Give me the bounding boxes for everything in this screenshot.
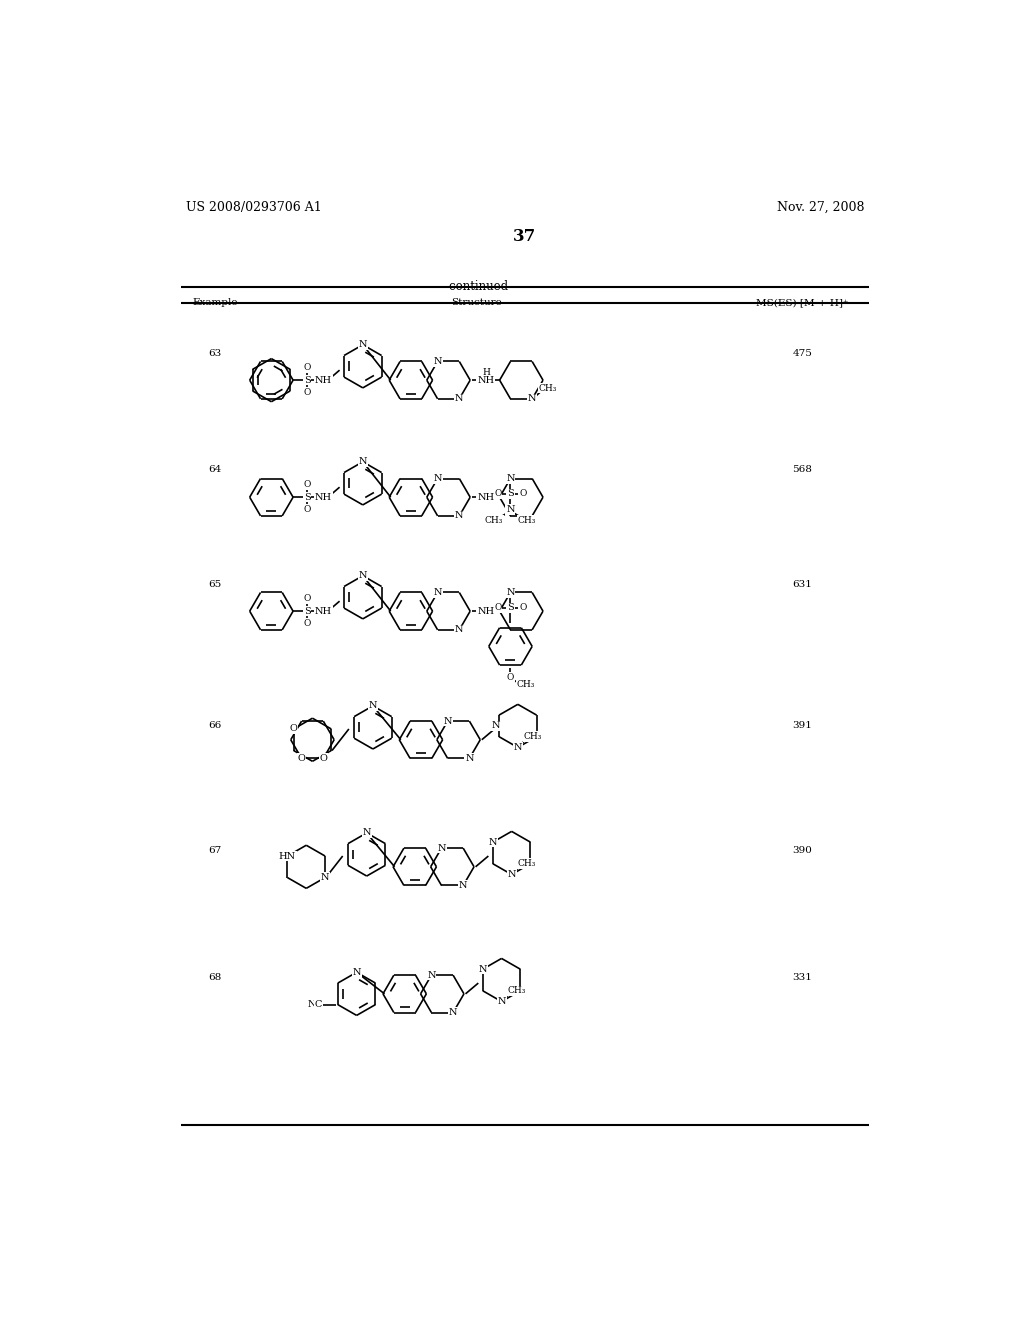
Text: N: N bbox=[433, 587, 442, 597]
Text: 331: 331 bbox=[793, 973, 812, 982]
Text: S: S bbox=[304, 607, 310, 615]
Text: MS(ES) [M + H]⁺: MS(ES) [M + H]⁺ bbox=[756, 298, 849, 306]
Text: NH: NH bbox=[477, 376, 495, 384]
Text: O: O bbox=[495, 603, 502, 612]
Text: N: N bbox=[443, 717, 452, 726]
Text: 67: 67 bbox=[208, 846, 221, 855]
Text: O: O bbox=[495, 490, 502, 499]
Text: NH: NH bbox=[314, 376, 332, 384]
Text: N: N bbox=[358, 457, 367, 466]
Text: N: N bbox=[449, 1008, 458, 1016]
Text: N: N bbox=[455, 395, 464, 404]
Text: N: N bbox=[308, 1001, 316, 1008]
Text: S: S bbox=[507, 603, 514, 612]
Text: 37: 37 bbox=[513, 227, 537, 244]
Text: O: O bbox=[298, 754, 305, 763]
Text: CH₃: CH₃ bbox=[517, 680, 536, 689]
Text: N: N bbox=[514, 743, 522, 752]
Text: N: N bbox=[358, 572, 367, 581]
Text: O: O bbox=[303, 619, 310, 628]
Text: Nov. 27, 2008: Nov. 27, 2008 bbox=[777, 201, 864, 214]
Text: O: O bbox=[319, 754, 328, 763]
Text: N: N bbox=[362, 829, 371, 837]
Text: N: N bbox=[507, 870, 516, 879]
Text: N: N bbox=[455, 511, 464, 520]
Text: O: O bbox=[303, 594, 310, 603]
Text: NH: NH bbox=[314, 492, 332, 502]
Text: 63: 63 bbox=[208, 350, 221, 358]
Text: N: N bbox=[488, 838, 497, 846]
Text: N: N bbox=[506, 504, 515, 513]
Text: O: O bbox=[303, 480, 310, 490]
Text: 64: 64 bbox=[208, 465, 221, 474]
Text: H: H bbox=[482, 368, 490, 378]
Text: N: N bbox=[455, 626, 464, 635]
Text: -continued: -continued bbox=[445, 280, 508, 293]
Text: N: N bbox=[427, 970, 435, 979]
Text: N: N bbox=[478, 965, 487, 974]
Text: Example: Example bbox=[193, 298, 238, 306]
Text: 68: 68 bbox=[208, 973, 221, 982]
Text: C: C bbox=[314, 1001, 323, 1008]
Text: O: O bbox=[507, 673, 514, 681]
Text: N: N bbox=[506, 474, 515, 483]
Text: N: N bbox=[321, 873, 330, 882]
Text: O: O bbox=[303, 506, 310, 513]
Text: HN: HN bbox=[279, 851, 296, 861]
Text: O: O bbox=[519, 490, 526, 499]
Text: 568: 568 bbox=[793, 465, 812, 474]
Text: N: N bbox=[369, 701, 377, 710]
Text: O: O bbox=[303, 388, 310, 397]
Text: S: S bbox=[507, 490, 514, 499]
Text: NH: NH bbox=[314, 607, 332, 615]
Text: N: N bbox=[528, 395, 537, 404]
Text: 475: 475 bbox=[793, 350, 812, 358]
Text: N: N bbox=[437, 843, 445, 853]
Text: 65: 65 bbox=[208, 581, 221, 589]
Text: S: S bbox=[304, 376, 310, 384]
Text: CH₃: CH₃ bbox=[507, 986, 525, 995]
Text: O: O bbox=[519, 603, 526, 612]
Text: N: N bbox=[433, 356, 442, 366]
Text: O: O bbox=[303, 363, 310, 372]
Text: 631: 631 bbox=[793, 581, 812, 589]
Text: N: N bbox=[492, 722, 501, 730]
Text: NH: NH bbox=[477, 607, 495, 615]
Text: O: O bbox=[298, 754, 305, 763]
Text: N: N bbox=[358, 341, 367, 350]
Text: S: S bbox=[304, 492, 310, 502]
Text: N: N bbox=[465, 754, 474, 763]
Text: 390: 390 bbox=[793, 846, 812, 855]
Text: CH₃: CH₃ bbox=[517, 516, 536, 524]
Text: N: N bbox=[498, 997, 506, 1006]
Text: 66: 66 bbox=[208, 721, 221, 730]
Text: N: N bbox=[459, 880, 467, 890]
Text: N: N bbox=[482, 376, 490, 384]
Text: N: N bbox=[352, 968, 360, 977]
Text: US 2008/0293706 A1: US 2008/0293706 A1 bbox=[186, 201, 322, 214]
Text: NH: NH bbox=[477, 492, 495, 502]
Text: CH₃: CH₃ bbox=[523, 733, 542, 741]
Text: CH₃: CH₃ bbox=[539, 384, 557, 392]
Text: CH₃: CH₃ bbox=[485, 516, 504, 524]
Text: Structure: Structure bbox=[452, 298, 502, 306]
Text: CH₃: CH₃ bbox=[517, 859, 536, 869]
Text: N: N bbox=[506, 587, 515, 597]
Text: 391: 391 bbox=[793, 721, 812, 730]
Text: N: N bbox=[433, 474, 442, 483]
Text: O: O bbox=[290, 725, 298, 734]
